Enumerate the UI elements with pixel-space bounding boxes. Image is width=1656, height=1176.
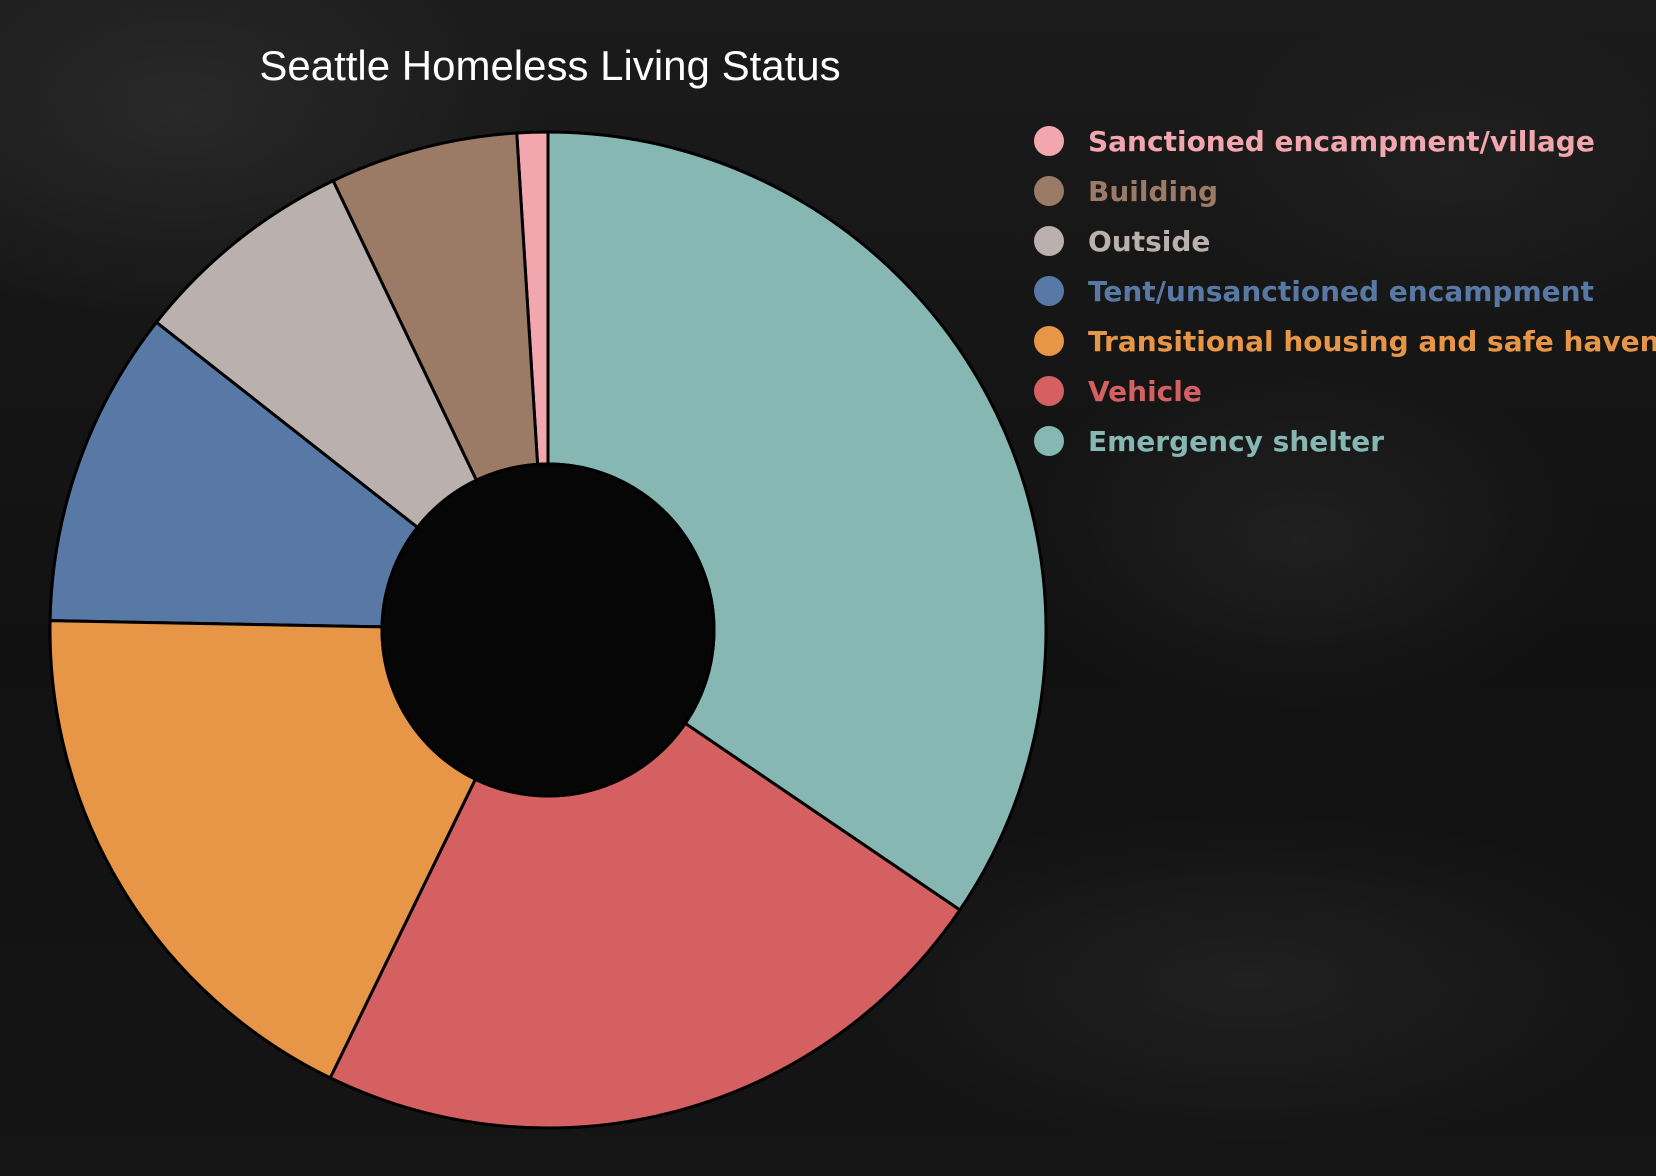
legend-item-transitional-housing-and-safe-haven[interactable]: Transitional housing and safe haven xyxy=(1034,316,1656,366)
legend-item-building[interactable]: Building xyxy=(1034,166,1656,216)
legend-label: Outside xyxy=(1088,224,1211,258)
legend-label: Sanctioned encampment/village xyxy=(1088,124,1595,158)
legend-item-vehicle[interactable]: Vehicle xyxy=(1034,366,1656,416)
legend-item-emergency-shelter[interactable]: Emergency shelter xyxy=(1034,416,1656,466)
legend-swatch xyxy=(1034,326,1064,356)
legend-swatch xyxy=(1034,376,1064,406)
legend-swatch xyxy=(1034,176,1064,206)
legend-label: Transitional housing and safe haven xyxy=(1088,324,1656,358)
legend-label: Emergency shelter xyxy=(1088,424,1385,458)
legend-swatch xyxy=(1034,226,1064,256)
legend-label: Building xyxy=(1088,174,1219,208)
donut-chart xyxy=(48,130,1048,1130)
legend-item-tent-unsanctioned-encampment[interactable]: Tent/unsanctioned encampment xyxy=(1034,266,1656,316)
legend-swatch xyxy=(1034,276,1064,306)
legend-swatch xyxy=(1034,126,1064,156)
legend-item-outside[interactable]: Outside xyxy=(1034,216,1656,266)
legend-label: Vehicle xyxy=(1088,374,1202,408)
legend-swatch xyxy=(1034,426,1064,456)
chart-legend: Sanctioned encampment/village Building Out… xyxy=(1034,116,1656,466)
chart-title: Seattle Homeless Living Status xyxy=(259,42,841,89)
legend-item-sanctioned-encampment-village[interactable]: Sanctioned encampment/village xyxy=(1034,116,1656,166)
donut-hole xyxy=(380,462,716,798)
legend-label: Tent/unsanctioned encampment xyxy=(1088,274,1594,308)
